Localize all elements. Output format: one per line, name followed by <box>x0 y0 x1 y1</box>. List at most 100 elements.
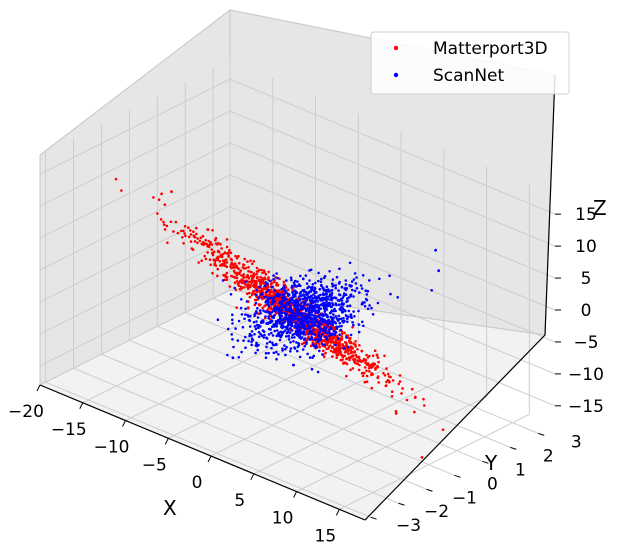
data-point <box>157 198 161 201</box>
data-point <box>174 220 178 224</box>
data-point <box>330 294 333 297</box>
data-point <box>368 370 371 373</box>
data-point <box>264 310 268 313</box>
data-point <box>357 309 360 313</box>
data-point <box>299 314 303 318</box>
grid-y-floor <box>213 297 539 434</box>
data-point <box>308 299 312 302</box>
data-point <box>390 390 394 394</box>
data-point <box>351 347 354 350</box>
data-point <box>316 300 320 303</box>
data-point <box>204 257 208 261</box>
data-point <box>267 276 270 279</box>
data-point <box>405 398 409 402</box>
grid-z-left <box>39 174 231 271</box>
data-point <box>323 355 326 359</box>
data-point <box>257 303 261 306</box>
data-point <box>383 354 386 358</box>
data-point <box>193 240 197 243</box>
data-point <box>310 332 314 336</box>
legend-label-matterport3d: Matterport3D <box>433 39 548 59</box>
data-point <box>320 277 323 281</box>
data-point <box>337 325 341 328</box>
data-point <box>341 310 345 314</box>
data-point <box>338 349 342 352</box>
data-point <box>248 314 252 318</box>
data-point <box>289 300 292 304</box>
data-point <box>343 331 346 335</box>
data-point <box>326 297 330 301</box>
data-point <box>250 278 254 281</box>
data-point <box>384 384 388 388</box>
data-point <box>235 256 239 260</box>
data-point <box>293 299 296 303</box>
data-point <box>199 236 203 239</box>
data-point <box>253 312 257 316</box>
data-point <box>214 236 218 240</box>
data-point <box>309 290 313 293</box>
grid-x-floor <box>82 307 273 404</box>
data-point <box>302 331 306 334</box>
data-point <box>187 226 190 229</box>
data-point <box>331 278 335 281</box>
y-tick-mark <box>538 432 545 436</box>
data-point <box>192 234 196 237</box>
data-point <box>237 261 241 265</box>
data-point <box>323 310 327 313</box>
data-point <box>283 311 287 315</box>
data-point <box>319 336 323 340</box>
data-point <box>362 324 365 328</box>
data-point <box>300 294 304 297</box>
data-point <box>364 361 367 364</box>
data-point <box>349 341 353 345</box>
y-tick-mark <box>398 502 405 506</box>
y-tick-mark <box>454 474 461 478</box>
data-point <box>272 278 275 281</box>
data-point <box>275 325 279 328</box>
data-point <box>284 308 288 312</box>
data-point <box>274 320 278 323</box>
data-point <box>265 342 269 345</box>
data-point <box>319 280 323 284</box>
data-point <box>352 295 355 298</box>
data-point <box>273 314 276 317</box>
data-point <box>227 254 230 257</box>
data-point <box>336 353 340 357</box>
data-point <box>299 317 302 321</box>
data-point <box>328 328 331 332</box>
data-point <box>256 275 259 279</box>
data-point <box>281 331 285 334</box>
data-point <box>346 320 349 324</box>
data-point <box>362 371 365 375</box>
data-point <box>267 270 271 274</box>
data-point <box>286 330 290 334</box>
data-point <box>262 336 266 339</box>
data-point <box>317 321 321 325</box>
data-point <box>247 285 251 289</box>
data-point <box>346 304 349 308</box>
data-point <box>286 294 290 298</box>
axes <box>39 74 556 521</box>
data-point <box>361 320 364 324</box>
data-point <box>355 362 359 366</box>
data-point <box>251 290 255 293</box>
data-point <box>272 300 276 304</box>
data-point <box>363 366 367 369</box>
data-point <box>346 297 349 300</box>
data-point <box>264 315 267 318</box>
data-point <box>334 284 338 287</box>
data-point <box>244 280 248 284</box>
data-point <box>289 297 293 300</box>
data-point <box>288 309 292 313</box>
data-point <box>184 234 187 238</box>
data-point <box>234 266 238 269</box>
data-point <box>365 293 369 296</box>
data-point <box>253 333 256 336</box>
data-point <box>305 316 309 319</box>
data-point <box>303 324 307 328</box>
data-point <box>250 337 254 340</box>
data-point <box>183 224 187 228</box>
grid-x-floor <box>210 360 402 457</box>
data-point <box>229 293 233 296</box>
data-point <box>279 318 283 321</box>
